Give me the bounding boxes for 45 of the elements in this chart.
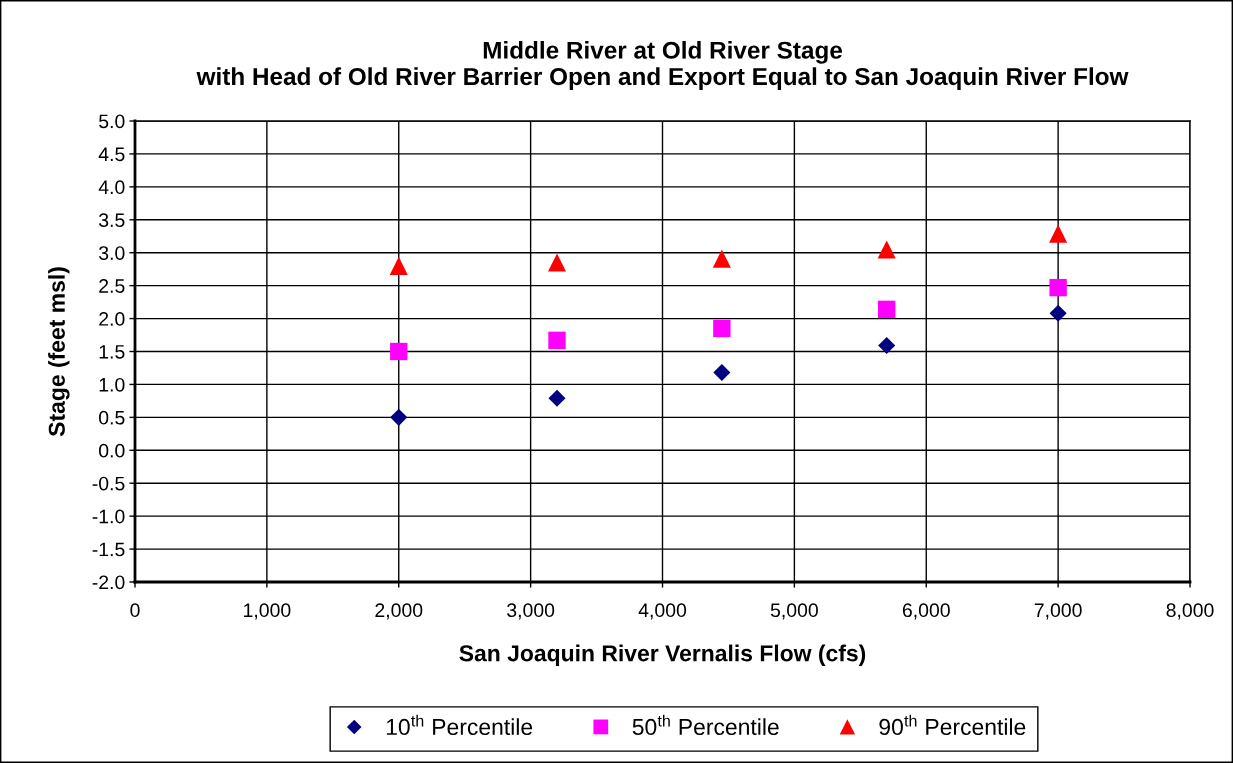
x-tick-label: 1,000 [244, 603, 291, 620]
point [390, 408, 408, 426]
y-axis-title: Stage (feet msl) [48, 267, 70, 437]
y-tick-label: 2.5 [99, 279, 125, 293]
point [1049, 224, 1068, 243]
y-tick-label: -2.0 [92, 575, 125, 590]
point [877, 240, 896, 259]
point [878, 337, 896, 355]
point [390, 342, 408, 361]
x-tick-label: 0 [130, 603, 140, 618]
y-tick-label: 2.0 [99, 312, 125, 326]
y-tick-label: -1.5 [92, 542, 125, 557]
x-tick-label: 7,000 [1034, 603, 1082, 620]
y-tick-label: 4.5 [98, 147, 125, 162]
point [713, 319, 731, 338]
x-tick-label: 3,000 [507, 603, 555, 620]
y-tick-label: 1.5 [99, 345, 125, 359]
x-tick-label: 8,000 [1166, 603, 1214, 620]
point [547, 253, 567, 272]
point [712, 249, 731, 268]
legend-label: 10$^{th}$ Percentile [386, 714, 533, 736]
legend-label: 90$^{th}$ Percentile [879, 714, 1026, 736]
point [713, 364, 731, 382]
y-tick-label: 5.0 [99, 114, 125, 129]
x-tick-label: 4,000 [638, 603, 687, 620]
y-tick-label: 0.5 [99, 410, 125, 425]
point [1049, 304, 1067, 322]
y-tick-label: 4.0 [98, 180, 125, 195]
y-tick-label: 0.0 [99, 443, 125, 458]
y-tick-label: -1.0 [92, 509, 125, 524]
y-tick-label: 3.5 [98, 213, 125, 228]
x-tick-label: 6,000 [902, 603, 950, 620]
y-tick-label: -0.5 [92, 476, 125, 491]
point [548, 331, 566, 349]
point [878, 300, 896, 319]
legend-label: 50$^{th}$ Percentile [632, 714, 779, 736]
chart-title: Middle River at Old River Stage with Head of Old River Barrier Open and Export Equal to San Joaquin River Flow [196, 40, 1129, 90]
x-tick-label: 2,000 [375, 603, 423, 620]
x-axis-title: San Joaquin River Vernalis Flow (cfs) [459, 644, 866, 666]
point [389, 256, 408, 275]
y-tick-label: 1.0 [99, 377, 125, 392]
y-tick-label: 3.0 [98, 246, 125, 260]
x-tick-label: 5,000 [770, 603, 818, 620]
point [548, 389, 566, 407]
point [1049, 278, 1067, 297]
